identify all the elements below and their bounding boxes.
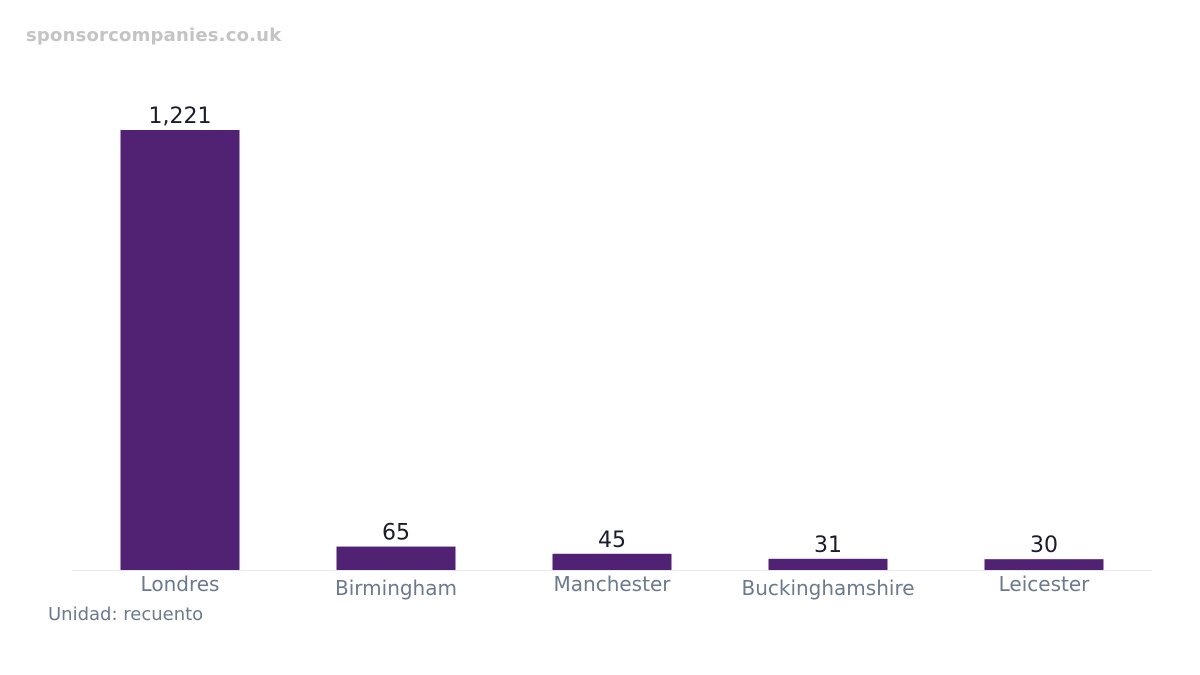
bar-buckinghamshire bbox=[768, 558, 888, 570]
unit-label: Unidad: recuento bbox=[48, 604, 204, 625]
tick-labels-group: Londres Birmingham Manchester Buckinghamshi… bbox=[141, 572, 1091, 600]
watermark: sponsorcompanies.co.uk bbox=[26, 25, 282, 46]
bar-leicester bbox=[984, 559, 1104, 570]
value-label-londres: 1,221 bbox=[149, 104, 212, 129]
tick-label-manchester: Manchester bbox=[554, 572, 672, 596]
value-label-manchester: 45 bbox=[598, 528, 626, 553]
bar-londres bbox=[120, 130, 240, 570]
tick-label-leicester: Leicester bbox=[999, 572, 1091, 596]
value-label-birmingham: 65 bbox=[382, 521, 410, 546]
value-labels-group: 1,221 65 45 31 30 bbox=[149, 104, 1058, 558]
tick-label-birmingham: Birmingham bbox=[335, 576, 457, 600]
value-label-leicester: 30 bbox=[1030, 533, 1058, 558]
bar-manchester bbox=[552, 553, 672, 570]
bar-birmingham bbox=[336, 546, 456, 570]
tick-label-londres: Londres bbox=[141, 572, 220, 596]
bars-group bbox=[120, 130, 1104, 570]
value-label-buckinghamshire: 31 bbox=[814, 533, 842, 558]
tick-label-buckinghamshire: Buckinghamshire bbox=[741, 576, 914, 600]
